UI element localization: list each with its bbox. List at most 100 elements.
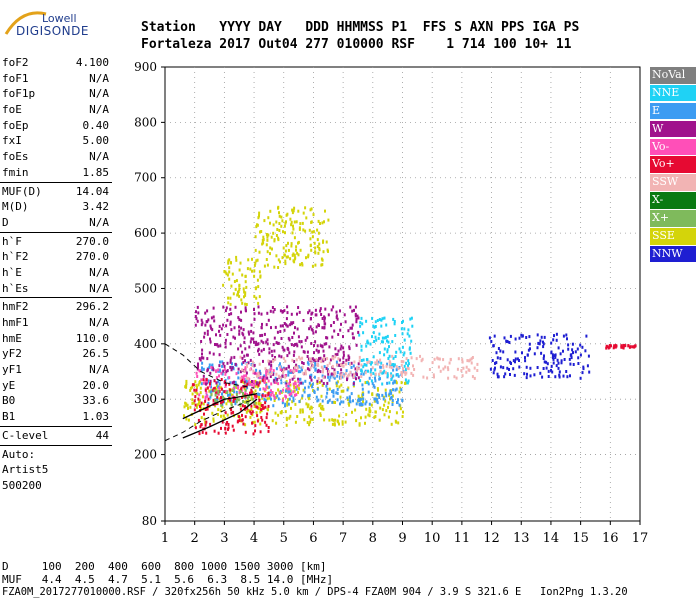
echo-point xyxy=(222,369,225,373)
echo-point xyxy=(288,338,291,342)
echo-point xyxy=(368,402,371,406)
echo-point xyxy=(391,394,394,398)
param-label: B0 xyxy=(2,394,16,408)
echo-point xyxy=(245,285,248,289)
echo-point xyxy=(262,347,265,351)
echo-point xyxy=(538,342,541,346)
echo-point xyxy=(239,370,242,374)
echo-point xyxy=(289,390,292,394)
echo-point xyxy=(197,365,199,369)
echo-point xyxy=(629,345,632,349)
echo-point xyxy=(370,368,373,372)
param-value: 270.0 xyxy=(75,234,109,248)
legend-item: X- xyxy=(650,192,696,209)
echo-point xyxy=(214,398,217,402)
echo-point xyxy=(356,314,359,318)
echo-point xyxy=(337,333,340,336)
echo-point xyxy=(385,394,388,398)
echo-point xyxy=(220,387,223,391)
echo-point xyxy=(200,401,203,405)
echo-point xyxy=(278,354,281,358)
param-value: 270.0 xyxy=(75,250,109,264)
echo-point xyxy=(241,377,244,381)
echo-point xyxy=(240,318,243,322)
echo-point xyxy=(280,337,283,340)
echo-point xyxy=(281,374,284,378)
echo-point xyxy=(332,321,335,324)
echo-point xyxy=(264,388,267,392)
echo-point xyxy=(203,412,205,416)
echo-point xyxy=(254,379,257,383)
echo-point xyxy=(216,343,219,347)
echo-point xyxy=(528,335,531,339)
echo-point xyxy=(251,364,254,367)
echo-point xyxy=(539,371,542,375)
echo-point xyxy=(222,362,225,366)
echo-point xyxy=(317,359,320,363)
echo-point xyxy=(253,405,256,408)
echo-point xyxy=(262,341,265,345)
echo-point xyxy=(346,378,348,382)
echo-point xyxy=(301,221,304,225)
echo-point xyxy=(400,327,403,331)
echo-point xyxy=(308,327,311,331)
echo-point xyxy=(278,229,281,232)
echo-point xyxy=(395,387,398,391)
echo-point xyxy=(323,342,326,346)
direction-legend: NoVal NNE E W Vo- Vo+ SSW X- X+ SSE NNW xyxy=(650,67,696,264)
echo-point xyxy=(386,381,389,385)
echo-point xyxy=(288,382,291,386)
echo-point xyxy=(285,255,288,259)
echo-point xyxy=(229,358,232,362)
echo-point xyxy=(385,323,388,327)
echo-point xyxy=(374,410,377,414)
echo-point xyxy=(275,341,278,345)
echo-point xyxy=(230,401,233,405)
echo-point xyxy=(310,361,313,365)
echo-point xyxy=(260,349,263,353)
echo-point xyxy=(284,404,286,408)
echo-point xyxy=(270,382,273,386)
echo-point xyxy=(259,334,262,338)
echo-point xyxy=(361,322,364,326)
echo-point xyxy=(276,330,279,334)
echo-point xyxy=(395,420,398,424)
echo-point xyxy=(302,319,305,322)
echo-point xyxy=(206,394,209,398)
echo-point xyxy=(402,367,404,371)
echo-point xyxy=(331,356,334,360)
echo-point xyxy=(512,359,515,363)
echo-point xyxy=(213,319,216,323)
y-tick-label: 700 xyxy=(134,171,157,185)
echo-point xyxy=(336,380,339,384)
echo-point xyxy=(279,368,282,371)
echo-point xyxy=(306,350,309,354)
echo-point xyxy=(382,395,385,399)
echo-point xyxy=(542,367,545,370)
echo-point xyxy=(426,376,429,380)
param-label: h`F xyxy=(2,234,22,248)
echo-point xyxy=(301,396,304,400)
echo-point xyxy=(258,381,261,385)
echo-point xyxy=(244,388,247,392)
echo-point xyxy=(281,256,284,260)
echo-point xyxy=(219,360,221,364)
echo-point xyxy=(571,342,574,346)
echo-point xyxy=(227,301,230,305)
echo-point xyxy=(323,325,326,329)
echo-point xyxy=(209,382,211,386)
echo-point xyxy=(310,220,313,224)
echo-point xyxy=(226,273,229,277)
echo-point xyxy=(393,320,396,323)
echo-point xyxy=(267,379,270,383)
echo-point xyxy=(225,402,228,406)
echo-point xyxy=(296,415,299,418)
echo-point xyxy=(267,216,270,220)
echo-point xyxy=(310,342,313,345)
echo-point xyxy=(308,368,311,372)
echo-point xyxy=(246,406,249,410)
echo-point xyxy=(340,363,342,367)
echo-point xyxy=(251,257,253,261)
echo-point xyxy=(497,347,500,350)
echo-point xyxy=(402,319,404,323)
